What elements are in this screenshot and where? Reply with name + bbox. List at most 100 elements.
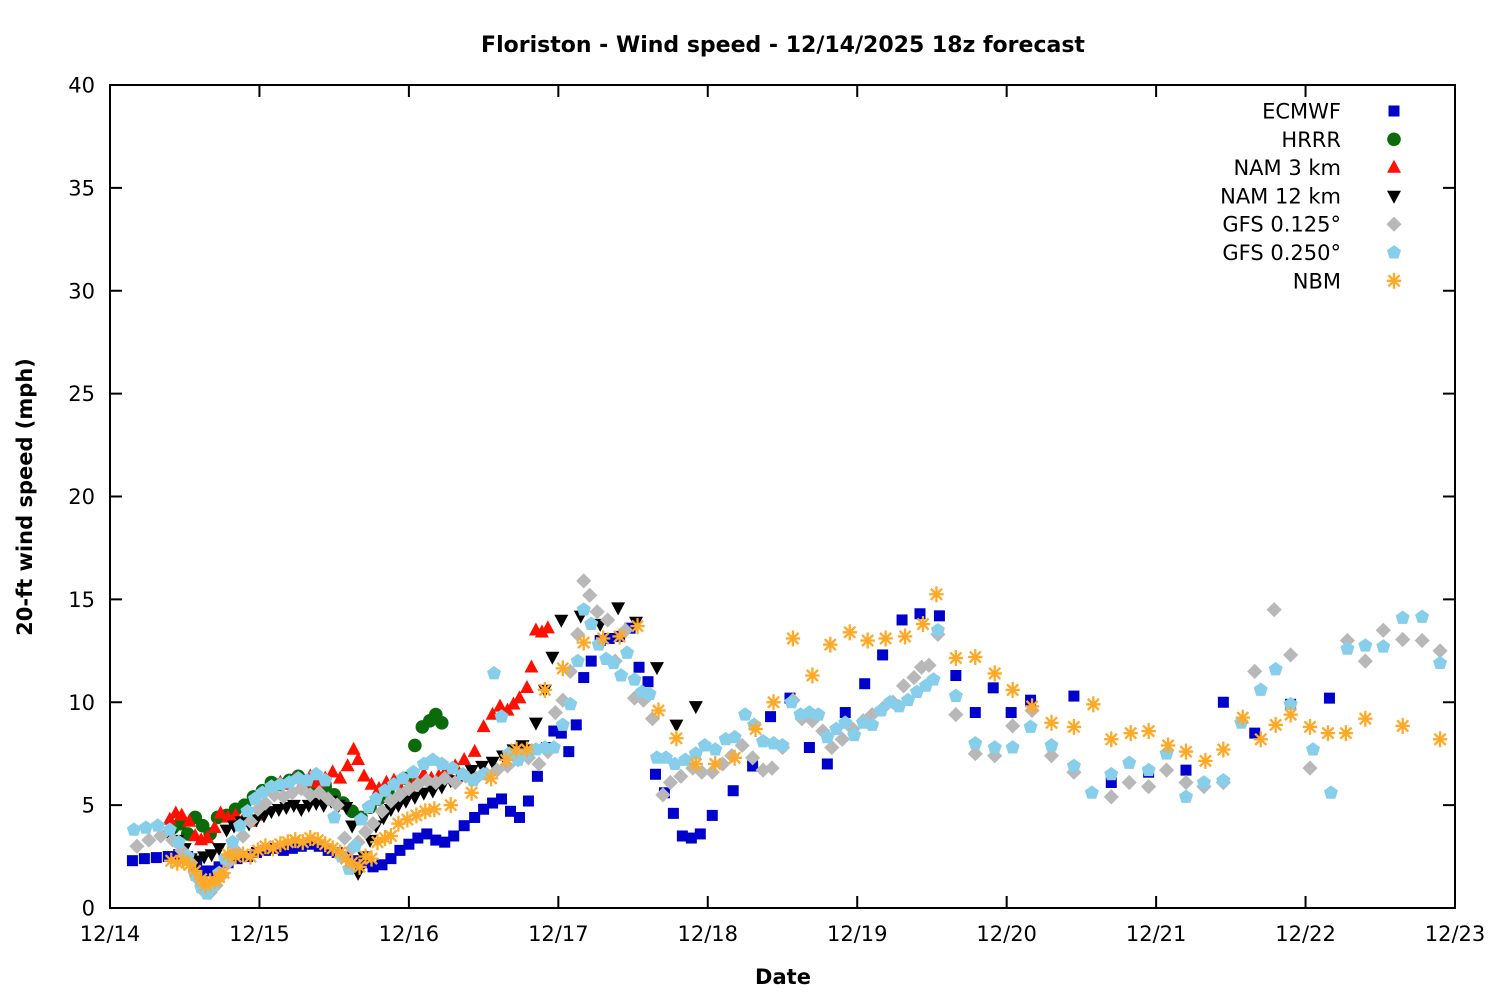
data-point (727, 749, 742, 766)
data-point (1084, 785, 1099, 799)
data-point (1005, 707, 1017, 719)
data-point (555, 660, 571, 677)
data-point (213, 805, 228, 819)
data-point (1121, 774, 1137, 791)
data-point (448, 830, 460, 842)
data-point (368, 791, 384, 805)
data-point (926, 672, 941, 686)
data-point (421, 828, 433, 840)
data-point (1395, 631, 1411, 648)
legend-marker-triangle-up (1387, 159, 1401, 173)
data-point (235, 828, 251, 844)
chart-title: Floriston - Wind speed - 12/14/2025 18z … (481, 33, 1085, 58)
data-point (914, 608, 926, 620)
data-point (968, 736, 983, 750)
data-point (257, 795, 274, 811)
data-point (727, 785, 739, 797)
data-point (842, 624, 857, 641)
data-point (357, 824, 374, 840)
data-point (522, 795, 534, 807)
data-point (839, 707, 851, 719)
data-point (537, 681, 553, 698)
x-tick-label: 12/21 (1126, 922, 1187, 946)
data-point (498, 751, 514, 768)
data-point (524, 659, 539, 673)
data-point (266, 787, 282, 803)
y-tick-label: 35 (68, 176, 95, 200)
data-point (1268, 716, 1283, 733)
data-point (1141, 762, 1156, 777)
x-axis-label: Date (755, 965, 811, 989)
data-point (805, 667, 820, 684)
legend-label-ecmwf: ECMWF (1262, 100, 1341, 124)
data-point (548, 725, 560, 737)
data-point (877, 649, 889, 661)
data-point (900, 692, 916, 707)
y-tick-label: 10 (68, 691, 95, 715)
data-point (485, 756, 500, 770)
data-point (225, 834, 240, 849)
data-point (697, 738, 712, 752)
data-point (555, 727, 567, 739)
data-point (1005, 718, 1021, 734)
data-point (325, 764, 340, 778)
data-point (445, 760, 460, 775)
data-point (219, 824, 234, 838)
data-point (967, 746, 983, 762)
data-point (626, 690, 643, 706)
data-point (915, 616, 931, 633)
data-point (688, 746, 703, 760)
data-point (642, 686, 657, 701)
data-point (1253, 731, 1268, 748)
data-point (987, 665, 1002, 682)
data-point (685, 832, 697, 844)
data-point (240, 803, 255, 818)
data-point (576, 634, 591, 651)
data-point (1217, 696, 1229, 708)
legend-marker-circle (1387, 132, 1401, 147)
data-point (1216, 741, 1231, 758)
data-point (563, 696, 578, 711)
data-point (620, 645, 635, 659)
data-point (494, 709, 509, 723)
data-point (606, 655, 621, 670)
legend: ECMWF HRRR NAM 3 km NAM 12 km GFS 0.125° GFS … (1220, 100, 1402, 293)
data-point (1216, 773, 1231, 787)
data-point (322, 844, 334, 856)
data-point (576, 602, 591, 616)
data-point (589, 604, 605, 620)
data-point (401, 781, 417, 797)
data-point (1283, 706, 1298, 723)
data-point (933, 610, 945, 622)
data-point (216, 865, 231, 882)
legend-marker-pentagon (1386, 245, 1402, 259)
data-point (443, 797, 458, 814)
x-tick-label: 12/15 (229, 922, 290, 946)
data-point (416, 787, 431, 801)
data-point (464, 784, 479, 801)
data-point (642, 676, 654, 688)
data-point (1066, 718, 1082, 735)
data-point (376, 859, 388, 871)
plot-area: 12/14 12/15 12/16 12/17 12/18 12/19 12/20 12/21… (68, 74, 1485, 947)
data-point (617, 622, 634, 638)
data-point (878, 630, 893, 647)
data-point (1105, 776, 1117, 788)
y-tick-label: 5 (82, 794, 95, 818)
data-point (313, 840, 325, 852)
legend-label-nbm: NBM (1293, 269, 1341, 293)
data-point (1180, 764, 1192, 776)
data-point (478, 803, 490, 815)
data-point (1178, 774, 1194, 791)
data-point (439, 836, 451, 848)
data-point (1068, 690, 1080, 702)
data-point (1141, 779, 1157, 795)
data-point (434, 756, 449, 770)
data-point (1433, 655, 1448, 670)
data-point (458, 820, 470, 832)
data-point (383, 804, 398, 818)
data-point (309, 766, 324, 781)
data-point (284, 785, 300, 801)
data-point (427, 801, 442, 818)
data-point (785, 630, 801, 647)
